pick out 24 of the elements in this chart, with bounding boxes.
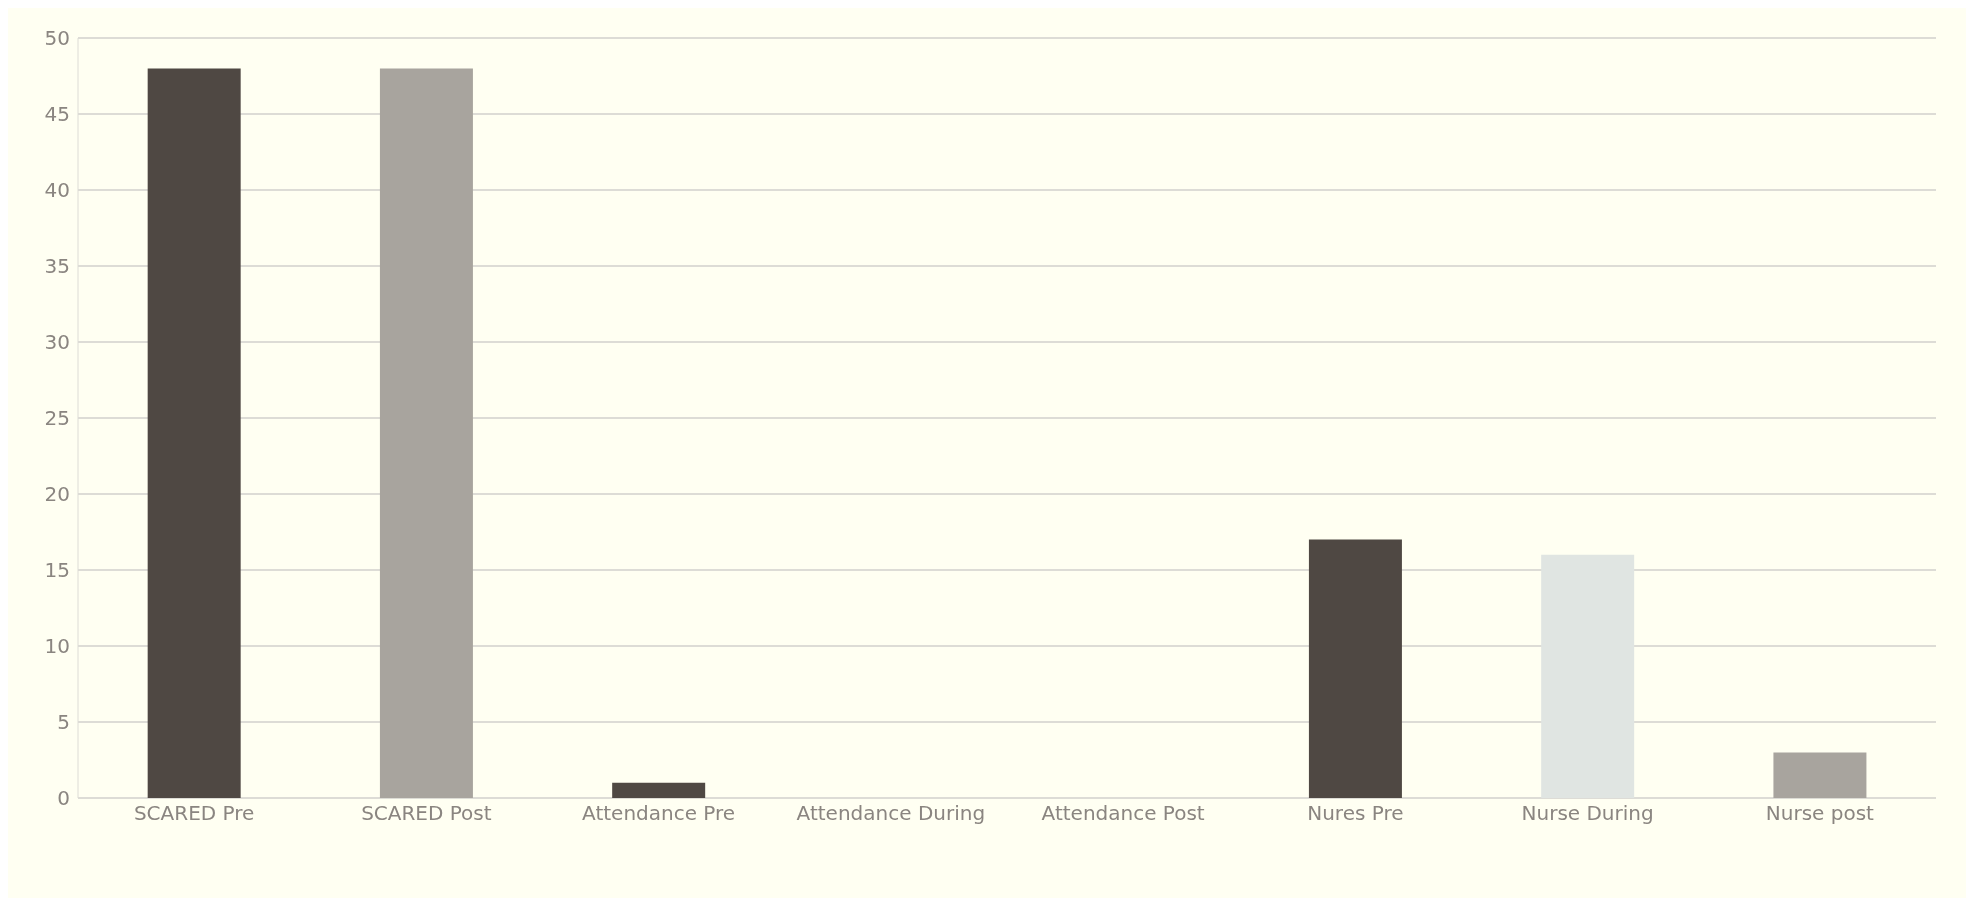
- y-tick-label: 45: [44, 102, 70, 127]
- x-tick-label: SCARED Post: [361, 801, 492, 826]
- x-tick-label: Attendance During: [796, 801, 986, 826]
- y-tick-label: 25: [44, 406, 70, 431]
- y-tick-label: 20: [44, 482, 70, 507]
- y-tick-label: 0: [57, 786, 70, 811]
- y-tick-label: 50: [44, 26, 70, 51]
- x-tick-label: Attendance Post: [1041, 801, 1205, 826]
- x-tick-label: SCARED Pre: [133, 801, 255, 826]
- y-tick-label: 15: [44, 558, 70, 583]
- bar: [612, 782, 706, 798]
- x-tick-label: Nurse post: [1765, 801, 1875, 826]
- x-tick-label: Nurse During: [1521, 801, 1654, 826]
- x-tick-label: Nures Pre: [1307, 801, 1404, 826]
- y-tick-label: 5: [57, 710, 70, 735]
- y-tick-label: 30: [44, 330, 70, 355]
- bar: [379, 68, 473, 798]
- y-tick-label: 35: [44, 254, 70, 279]
- bar: [147, 68, 241, 798]
- bar: [1308, 539, 1402, 798]
- y-tick-label: 10: [44, 634, 70, 659]
- y-tick-label: 40: [44, 178, 70, 203]
- x-tick-label: Attendance Pre: [582, 801, 736, 826]
- bar: [1773, 752, 1867, 798]
